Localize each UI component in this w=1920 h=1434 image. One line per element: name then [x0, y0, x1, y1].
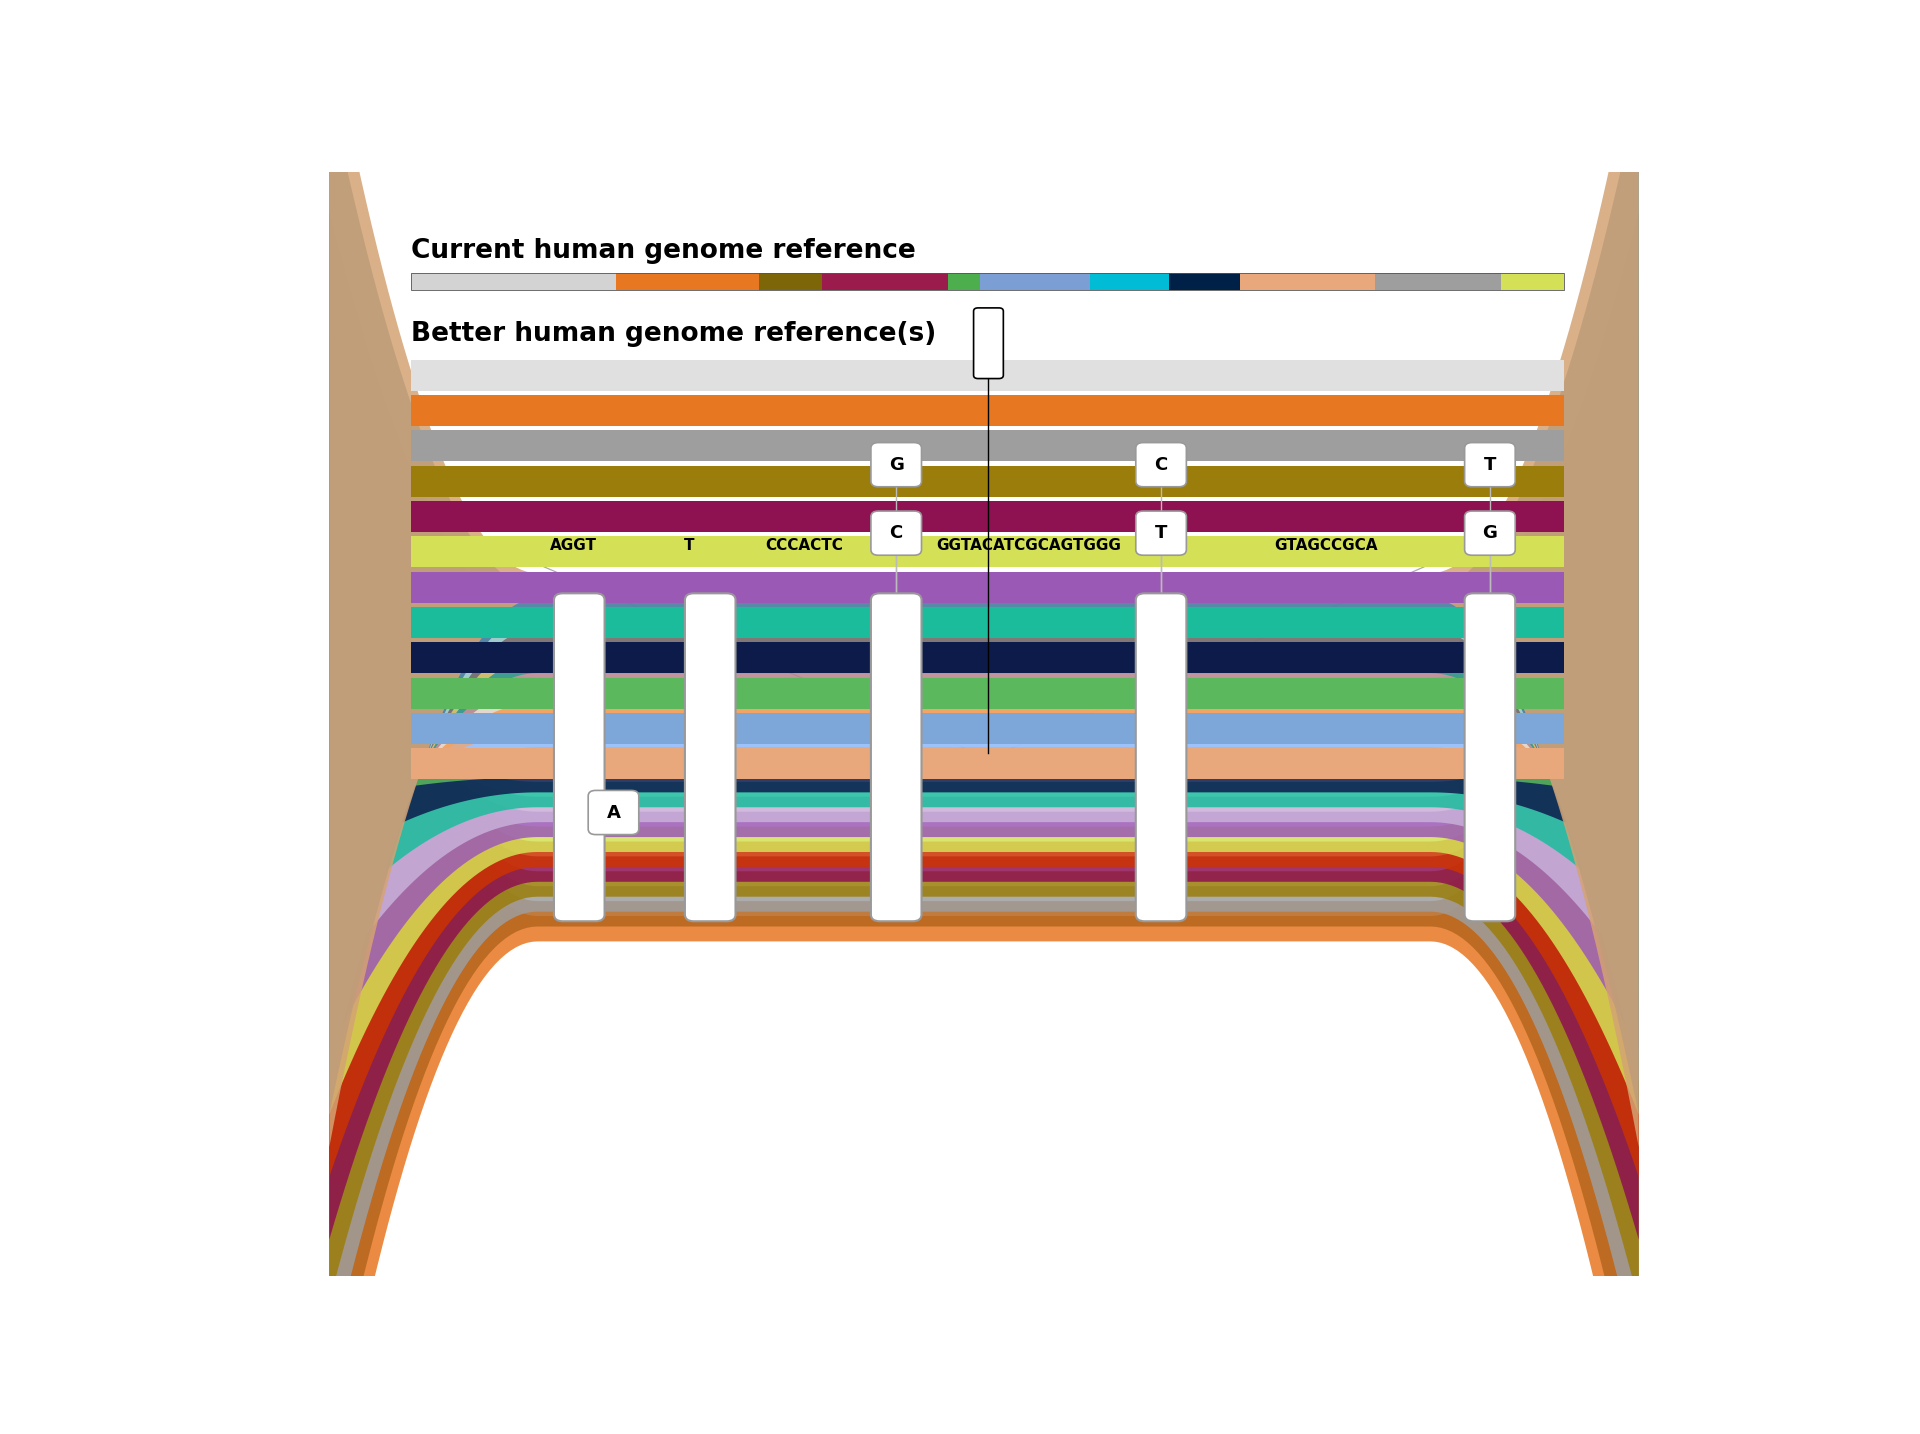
Text: T: T: [1156, 525, 1167, 542]
Text: T: T: [1484, 456, 1496, 473]
Polygon shape: [330, 466, 1640, 1302]
FancyBboxPatch shape: [1465, 511, 1515, 555]
Text: GTAGCCGCA: GTAGCCGCA: [1275, 538, 1379, 554]
FancyBboxPatch shape: [1465, 594, 1515, 921]
Bar: [1501, 272, 1565, 290]
FancyBboxPatch shape: [872, 443, 922, 486]
FancyBboxPatch shape: [555, 594, 605, 921]
Polygon shape: [330, 212, 1640, 1048]
Bar: [411, 536, 1565, 568]
Bar: [411, 642, 1565, 674]
Text: G: G: [889, 456, 904, 473]
FancyBboxPatch shape: [872, 511, 922, 555]
Text: Current human genome reference: Current human genome reference: [411, 238, 916, 264]
Polygon shape: [330, 24, 1640, 1147]
Bar: [411, 466, 1565, 496]
Bar: [822, 272, 948, 290]
Polygon shape: [330, 728, 1640, 802]
Bar: [411, 749, 1565, 780]
Text: AGGT: AGGT: [549, 538, 597, 554]
FancyBboxPatch shape: [1137, 594, 1187, 921]
Text: A: A: [607, 803, 620, 822]
FancyBboxPatch shape: [1137, 443, 1187, 486]
Bar: [411, 572, 1565, 602]
FancyBboxPatch shape: [872, 594, 922, 921]
Polygon shape: [330, 630, 1640, 989]
Polygon shape: [330, 588, 1640, 852]
Polygon shape: [330, 564, 1640, 1114]
Polygon shape: [330, 367, 1640, 1434]
Polygon shape: [330, 87, 1640, 1114]
Polygon shape: [330, 433, 1640, 1365]
Polygon shape: [330, 663, 1640, 926]
Bar: [411, 396, 1565, 426]
Bar: [411, 678, 1565, 708]
FancyBboxPatch shape: [973, 308, 1004, 379]
Bar: [411, 607, 1565, 638]
Text: GGTACATCGCAGTGGG: GGTACATCGCAGTGGG: [937, 538, 1121, 554]
Bar: [1091, 272, 1169, 290]
Bar: [1240, 272, 1375, 290]
Polygon shape: [330, 499, 1640, 1239]
Bar: [411, 272, 616, 290]
Bar: [411, 500, 1565, 532]
Bar: [411, 430, 1565, 462]
FancyBboxPatch shape: [1465, 443, 1515, 486]
Bar: [616, 272, 758, 290]
Polygon shape: [330, 713, 1640, 786]
Text: C: C: [889, 525, 902, 542]
Bar: [758, 272, 822, 290]
Text: T: T: [684, 538, 695, 554]
Polygon shape: [330, 695, 1640, 863]
Bar: [979, 272, 1091, 290]
Bar: [411, 272, 1565, 290]
Bar: [1169, 272, 1240, 290]
Text: C: C: [1154, 456, 1167, 473]
Text: CCCACTC: CCCACTC: [764, 538, 843, 554]
FancyBboxPatch shape: [685, 594, 735, 921]
FancyBboxPatch shape: [588, 790, 639, 835]
Text: Better human genome reference(s): Better human genome reference(s): [411, 321, 937, 347]
Polygon shape: [330, 532, 1640, 1177]
FancyBboxPatch shape: [1137, 511, 1187, 555]
Polygon shape: [330, 525, 1640, 885]
Bar: [948, 272, 979, 290]
Polygon shape: [330, 337, 1640, 984]
Polygon shape: [330, 400, 1640, 1427]
Polygon shape: [330, 275, 1640, 1015]
Polygon shape: [330, 463, 1640, 918]
Bar: [1375, 272, 1501, 290]
Bar: [411, 360, 1565, 390]
Polygon shape: [330, 651, 1640, 819]
Text: G: G: [1482, 525, 1498, 542]
Polygon shape: [330, 400, 1640, 951]
Polygon shape: [330, 149, 1640, 1081]
Polygon shape: [330, 597, 1640, 1051]
Bar: [411, 713, 1565, 744]
